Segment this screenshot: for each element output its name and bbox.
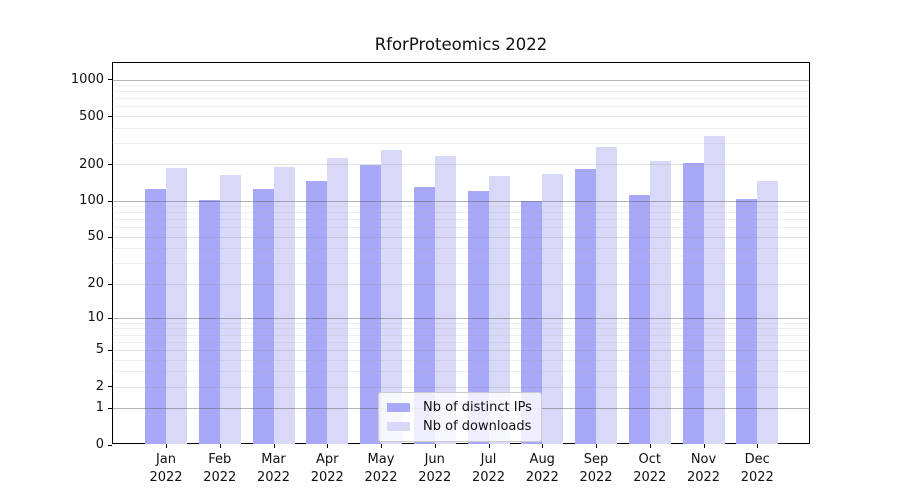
bar-ips-jul bbox=[467, 190, 489, 444]
y-tick-label-2: 2 bbox=[95, 378, 104, 394]
y-tick-mark-1000 bbox=[108, 79, 112, 81]
chart-title: RforProteomics 2022 bbox=[374, 35, 548, 54]
x-tick-label-dec: Dec 2022 bbox=[740, 452, 774, 485]
y-tick-mark-2 bbox=[108, 386, 112, 388]
bar-ips-apr bbox=[306, 181, 328, 444]
x-tick-mark-feb bbox=[219, 444, 221, 448]
x-tick-label-apr: Apr 2022 bbox=[310, 452, 344, 485]
x-tick-mark-dec bbox=[757, 444, 759, 448]
y-tick-label-1: 1 bbox=[95, 400, 104, 416]
x-tick-label-mar: Mar 2022 bbox=[256, 452, 291, 485]
y-tick-label-200: 200 bbox=[79, 156, 104, 172]
x-tick-label-jan: Jan 2022 bbox=[149, 452, 183, 485]
legend-swatch-distinct-ips bbox=[387, 403, 410, 412]
x-tick-label-may: May 2022 bbox=[364, 452, 398, 485]
bar-ips-nov bbox=[682, 162, 704, 444]
legend: Nb of distinct IPs Nb of downloads bbox=[378, 392, 542, 442]
y-tick-label-10: 10 bbox=[87, 310, 104, 326]
x-tick-mark-jul bbox=[488, 444, 490, 448]
x-tick-label-feb: Feb 2022 bbox=[203, 452, 237, 485]
x-tick-mark-nov bbox=[703, 444, 705, 448]
y-tick-mark-20 bbox=[108, 283, 112, 285]
y-tick-mark-50 bbox=[108, 236, 112, 238]
bar-ips-jun bbox=[413, 186, 435, 444]
y-tick-label-5: 5 bbox=[95, 342, 104, 358]
bar-ips-may bbox=[360, 165, 381, 444]
bar-ips-jan bbox=[145, 189, 166, 444]
y-tick-mark-0 bbox=[108, 444, 112, 446]
bar-downloads-mar bbox=[273, 167, 295, 444]
x-tick-label-aug: Aug 2022 bbox=[525, 452, 559, 485]
legend-item-downloads: Nb of downloads bbox=[387, 417, 532, 436]
legend-label-distinct-ips: Nb of distinct IPs bbox=[423, 400, 532, 415]
y-tick-mark-10 bbox=[108, 317, 112, 319]
bars-layer bbox=[112, 62, 810, 444]
bar-downloads-jan bbox=[166, 168, 187, 444]
bar-ips-aug bbox=[521, 200, 543, 444]
bar-downloads-nov bbox=[703, 135, 725, 444]
y-tick-label-1000: 1000 bbox=[70, 71, 104, 87]
bar-ips-dec bbox=[736, 198, 758, 444]
x-tick-mark-oct bbox=[649, 444, 651, 448]
x-tick-mark-apr bbox=[327, 444, 329, 448]
x-tick-mark-sep bbox=[596, 444, 597, 448]
bar-downloads-sep bbox=[596, 146, 617, 444]
x-tick-mark-may bbox=[381, 444, 382, 448]
x-tick-mark-jun bbox=[434, 444, 436, 448]
bar-downloads-aug bbox=[542, 173, 564, 444]
plot-area: Nb of distinct IPs Nb of downloads bbox=[112, 62, 810, 444]
y-tick-label-0: 0 bbox=[95, 437, 104, 452]
y-tick-label-500: 500 bbox=[79, 108, 104, 124]
bar-ips-sep bbox=[575, 168, 596, 444]
bar-ips-mar bbox=[252, 189, 274, 444]
bar-downloads-jun bbox=[434, 155, 456, 444]
y-tick-label-50: 50 bbox=[87, 229, 104, 245]
y-tick-mark-100 bbox=[108, 200, 112, 202]
bar-downloads-feb bbox=[219, 175, 241, 444]
legend-item-distinct-ips: Nb of distinct IPs bbox=[387, 398, 532, 417]
x-tick-mark-mar bbox=[273, 444, 275, 448]
bar-downloads-apr bbox=[327, 157, 349, 444]
y-tick-mark-5 bbox=[108, 349, 112, 351]
legend-label-downloads: Nb of downloads bbox=[423, 419, 532, 434]
x-tick-label-jun: Jun 2022 bbox=[418, 452, 452, 485]
x-tick-label-oct: Oct 2022 bbox=[633, 452, 667, 485]
y-tick-mark-500 bbox=[108, 116, 112, 118]
bar-downloads-dec bbox=[757, 180, 779, 444]
y-tick-mark-1 bbox=[108, 407, 112, 409]
y-tick-label-100: 100 bbox=[79, 193, 104, 209]
x-tick-mark-aug bbox=[542, 444, 544, 448]
x-tick-label-jul: Jul 2022 bbox=[471, 452, 506, 485]
x-tick-label-sep: Sep 2022 bbox=[579, 452, 613, 485]
legend-swatch-downloads bbox=[387, 422, 410, 431]
bar-downloads-may bbox=[381, 149, 402, 444]
y-tick-label-20: 20 bbox=[87, 276, 104, 292]
bar-downloads-oct bbox=[649, 160, 671, 444]
x-tick-mark-jan bbox=[166, 444, 167, 448]
bar-ips-oct bbox=[628, 194, 650, 444]
x-tick-label-nov: Nov 2022 bbox=[686, 452, 721, 485]
bar-ips-feb bbox=[198, 200, 220, 444]
y-tick-mark-200 bbox=[108, 164, 112, 166]
bar-downloads-jul bbox=[488, 175, 510, 444]
